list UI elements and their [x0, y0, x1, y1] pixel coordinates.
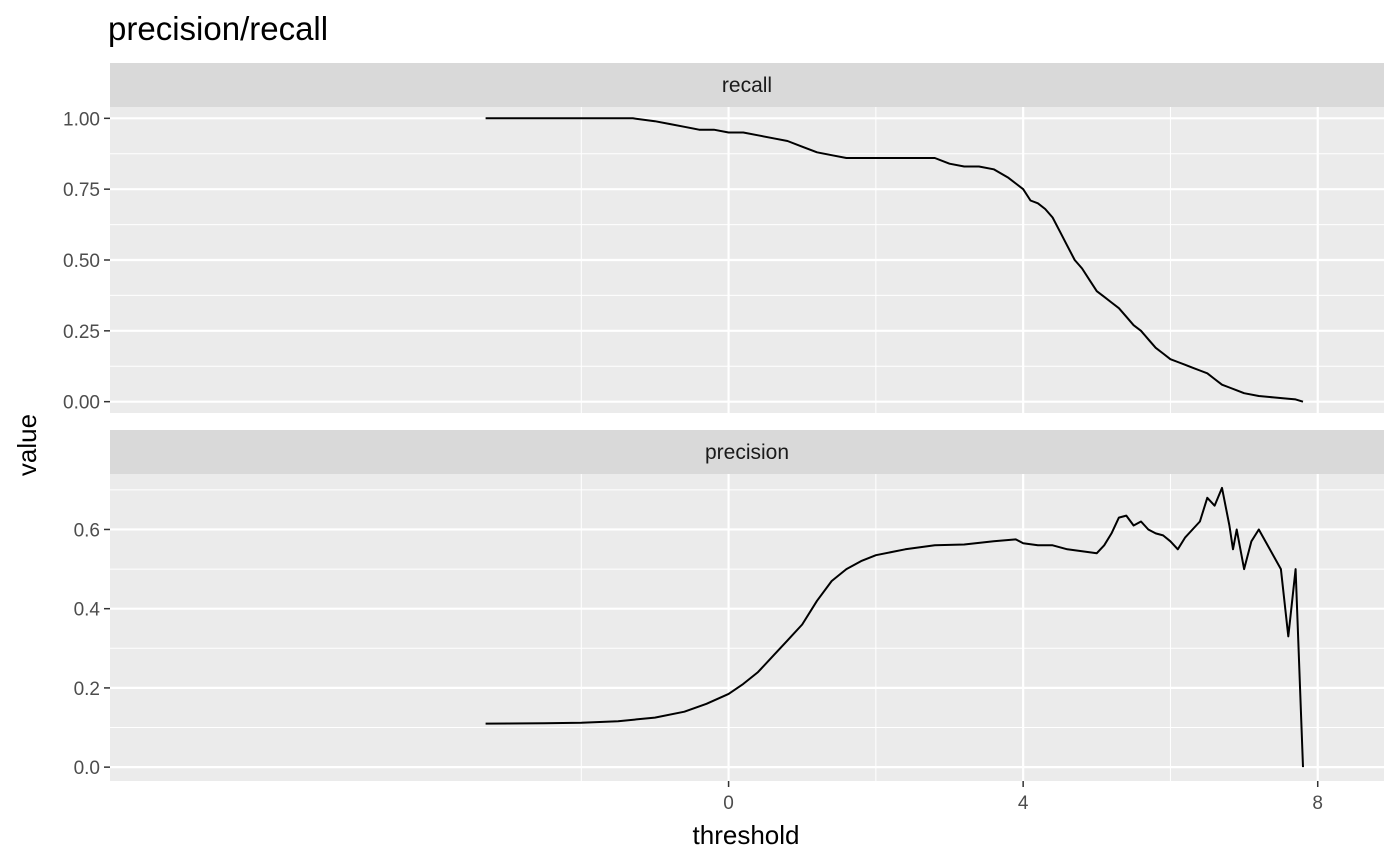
facets: recall 0.00 0.25 0.50 0.75 1.00 precision 0.0 0.… — [63, 63, 1384, 814]
y-tick-label: 0.4 — [74, 600, 101, 621]
y-tick-label: 0.6 — [74, 520, 100, 541]
y-axis-title: value — [12, 414, 42, 476]
y-tick-label: 0.0 — [74, 758, 100, 779]
facet-precision: precision 0.0 0.2 0.4 0.6 0 4 8 — [74, 430, 1384, 814]
x-axis-title: threshold — [693, 820, 800, 850]
y-tick-label: 1.00 — [63, 109, 100, 130]
facet-strip — [110, 63, 1384, 107]
facet-recall: recall 0.00 0.25 0.50 0.75 1.00 — [63, 63, 1384, 414]
chart-title: precision/recall — [108, 10, 328, 47]
y-tick-label: 0.50 — [63, 251, 100, 272]
x-tick-label: 8 — [1312, 793, 1323, 814]
facet-strip-label: precision — [705, 441, 789, 464]
series-line-recall — [485, 117, 1304, 403]
panel-background — [110, 474, 1384, 781]
x-tick-label: 4 — [1018, 793, 1029, 814]
facet-strip-label: recall — [722, 74, 772, 97]
y-tick-label: 0.00 — [63, 393, 100, 414]
y-tick-label: 0.25 — [63, 322, 100, 343]
series-line-precision — [485, 486, 1304, 768]
y-tick-label: 0.2 — [74, 679, 100, 700]
x-tick-label: 0 — [723, 793, 734, 814]
facet-strip — [110, 430, 1384, 474]
y-tick-label: 0.75 — [63, 180, 100, 201]
